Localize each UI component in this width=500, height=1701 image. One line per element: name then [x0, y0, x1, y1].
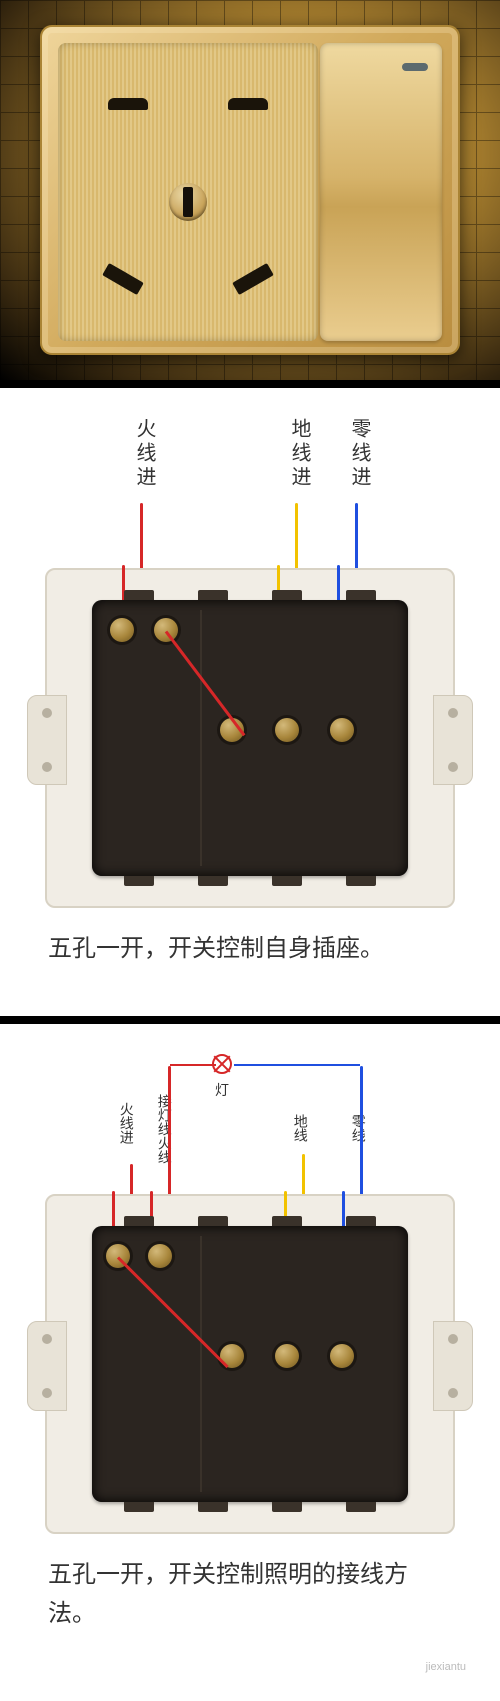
back-panel-2 [45, 1194, 455, 1534]
mount-ear-left-2 [27, 1321, 67, 1411]
wiring-diagram-1: 火线进 地线进 零线进 [0, 388, 500, 1016]
label-live-in-2: 火线进 [118, 1102, 135, 1144]
terminal-module-2 [92, 1226, 408, 1502]
wire-neutral-lead-2 [360, 1066, 363, 1199]
label-neutral-in: 零线进 [345, 418, 374, 490]
back-panel-1 [45, 568, 455, 908]
terminal-socket-E [275, 718, 299, 742]
watermark: jiexiantu [20, 1661, 480, 1681]
ground-pin-hole [169, 183, 207, 221]
terminal-socket-N-2 [330, 1344, 354, 1368]
two-pin-slot-left [108, 98, 148, 110]
wire-live-lead [140, 503, 143, 573]
wiring-diagram-2: 灯 火线进 接灯线火线 地线 零线 [0, 1024, 500, 1701]
separator-1 [0, 380, 500, 388]
terminal-switch-L2 [148, 1244, 172, 1268]
rocker-switch [320, 43, 442, 341]
mount-ear-right [433, 695, 473, 785]
separator-2 [0, 1016, 500, 1024]
wire-ground-lead [295, 503, 298, 573]
switch-indicator [402, 63, 428, 71]
mount-ear-right-2 [433, 1321, 473, 1411]
two-pin-slot-right [228, 98, 268, 110]
caption-2: 五孔一开，开关控制照明的接线方法。 [20, 1534, 480, 1661]
jumper-switch-to-socket [165, 631, 246, 737]
terminal-socket-N [330, 718, 354, 742]
socket-area [58, 43, 318, 341]
label-lamp: 灯 [215, 1082, 229, 1098]
terminal-switch-L [110, 618, 134, 642]
wire-ground-lead-2 [302, 1154, 305, 1199]
wire-lamp-to-neutral-horizontal [234, 1064, 360, 1066]
label-ground-in: 地线进 [285, 418, 314, 490]
label-live-in: 火线进 [130, 418, 159, 490]
wire-neutral-lead [355, 503, 358, 573]
terminal-socket-E-2 [275, 1344, 299, 1368]
label-neutral-2: 零线 [350, 1114, 367, 1142]
mount-ear-left [27, 695, 67, 785]
terminal-module-1 [92, 600, 408, 876]
jumper-live-to-socket [117, 1257, 229, 1369]
switch-plate-front [40, 25, 460, 355]
lamp-symbol: 灯 [212, 1054, 232, 1099]
three-pin-slot-left [102, 263, 144, 295]
wire-lamp-live-lead [168, 1066, 171, 1199]
product-photo [0, 0, 500, 380]
wire-to-lamp-horizontal [170, 1064, 216, 1066]
caption-1: 五孔一开，开关控制自身插座。 [20, 908, 480, 996]
label-ground-2: 地线 [292, 1114, 309, 1142]
three-pin-slot-right [232, 263, 274, 295]
